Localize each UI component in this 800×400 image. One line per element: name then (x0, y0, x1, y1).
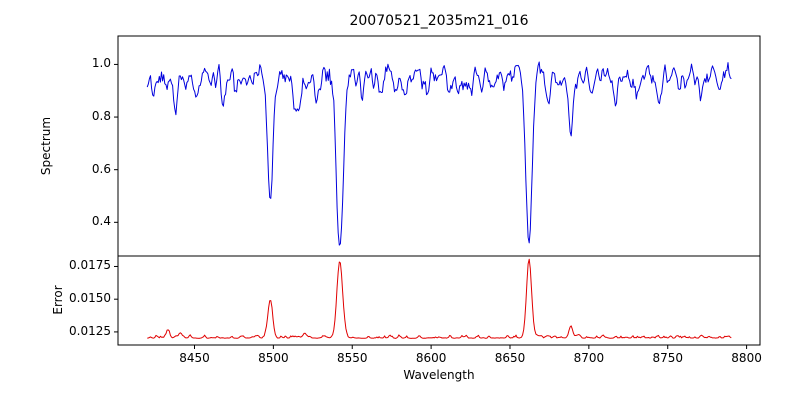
x-tick-label: 8500 (258, 351, 289, 365)
y-tick-label: 0.0125 (69, 323, 111, 338)
x-tick-label: 8600 (415, 351, 447, 365)
y-tick-label: 0.8 (91, 109, 111, 124)
error-trace (147, 258, 732, 339)
chart-title: 20070521_2035m21_016 (349, 13, 529, 29)
y-tick-label: 0.4 (91, 214, 111, 229)
x-tick-label: 8550 (336, 351, 368, 365)
x-axis-label: Wavelength (403, 368, 475, 382)
y-tick-label: 0.0175 (69, 258, 111, 273)
x-tick-label: 8750 (652, 351, 683, 365)
spectrum-trace (146, 61, 732, 246)
spectrum-axes (117, 35, 761, 257)
x-tick-label: 8800 (731, 351, 762, 365)
y-tick-label: 0.6 (91, 161, 111, 176)
x-tick-label: 8650 (494, 351, 526, 365)
y-tick-label: 0.0150 (69, 291, 111, 306)
error-axes (117, 255, 761, 346)
x-tick-label: 8450 (179, 351, 210, 365)
y-tick-label: 1.0 (91, 56, 111, 71)
x-tick-label: 8700 (573, 351, 605, 365)
